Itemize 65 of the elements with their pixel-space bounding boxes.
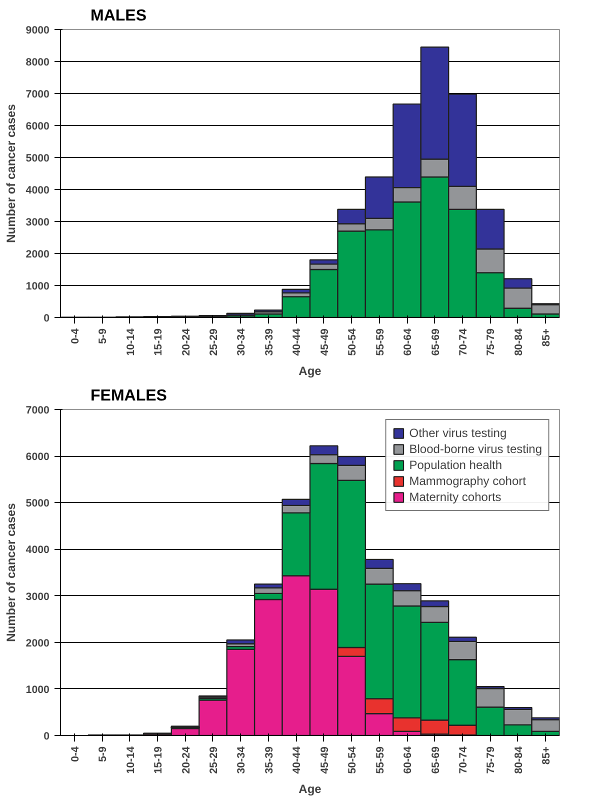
chart-title: FEMALES bbox=[90, 388, 168, 404]
y-tick-label: 5000 bbox=[26, 498, 50, 510]
x-tick-label: 35-39 bbox=[263, 746, 276, 774]
x-tick-label: 25-29 bbox=[208, 328, 220, 356]
x-tick-label: 80-84 bbox=[512, 746, 525, 774]
x-tick-label: 55-59 bbox=[374, 746, 386, 774]
x-tick-label: 10-14 bbox=[124, 328, 137, 356]
x-tick-label: 75-79 bbox=[485, 746, 498, 774]
x-tick-label: 75-79 bbox=[485, 328, 498, 356]
x-tick-label: 45-49 bbox=[318, 746, 331, 774]
legend-label: Mammography cohort bbox=[409, 474, 526, 488]
y-tick-label: 6000 bbox=[26, 120, 50, 132]
x-tick-label: 0-4 bbox=[69, 328, 82, 344]
y-tick-label: 3000 bbox=[26, 216, 50, 228]
x-tick-label: 15-19 bbox=[152, 328, 165, 356]
x-tick-label: 70-74 bbox=[457, 746, 470, 774]
x-tick-label: 65-69 bbox=[430, 328, 442, 356]
y-tick-label: 3000 bbox=[26, 590, 50, 603]
x-tick-label: 85+ bbox=[540, 328, 553, 347]
x-tick-label: 25-29 bbox=[208, 746, 220, 774]
legend-label: Maternity cohorts bbox=[409, 490, 502, 504]
y-tick-label: 7000 bbox=[26, 404, 50, 416]
x-tick-label: 30-34 bbox=[236, 328, 248, 356]
x-tick-label: 40-44 bbox=[291, 746, 304, 774]
x-axis-title: Age bbox=[298, 782, 322, 796]
y-tick-label: 4000 bbox=[26, 184, 50, 196]
y-tick-label: 0 bbox=[44, 730, 50, 742]
x-tick-label: 5-9 bbox=[97, 328, 110, 344]
y-tick-label: 4000 bbox=[26, 544, 50, 556]
y-tick-label: 2000 bbox=[26, 248, 50, 260]
x-tick-label: 20-24 bbox=[180, 328, 192, 356]
y-tick-label: 9000 bbox=[26, 24, 50, 36]
x-tick-label: 35-39 bbox=[263, 328, 276, 356]
x-tick-label: 40-44 bbox=[291, 328, 304, 356]
x-tick-label: 60-64 bbox=[402, 746, 414, 774]
legend-label: Other virus testing bbox=[409, 426, 507, 440]
y-tick-label: 6000 bbox=[26, 451, 50, 464]
y-tick-label: 1000 bbox=[26, 280, 50, 292]
x-axis-title: Age bbox=[298, 364, 322, 378]
x-tick-label: 50-54 bbox=[346, 746, 359, 774]
y-tick-label: 1000 bbox=[26, 684, 50, 696]
x-tick-label: 70-74 bbox=[457, 328, 470, 356]
x-tick-label: 85+ bbox=[540, 746, 553, 765]
x-tick-label: 20-24 bbox=[180, 746, 192, 774]
x-tick-label: 60-64 bbox=[402, 328, 414, 356]
legend-label: Blood-borne virus testing bbox=[409, 442, 542, 456]
y-axis-title: Number of cancer cases bbox=[4, 502, 18, 642]
y-tick-label: 8000 bbox=[26, 56, 50, 68]
x-tick-label: 50-54 bbox=[346, 328, 359, 356]
x-tick-label: 45-49 bbox=[318, 328, 331, 356]
chart-title: MALES bbox=[90, 8, 147, 24]
x-tick-label: 80-84 bbox=[512, 328, 525, 356]
x-tick-label: 5-9 bbox=[97, 746, 110, 762]
x-tick-label: 55-59 bbox=[374, 328, 386, 356]
x-tick-label: 15-19 bbox=[152, 746, 165, 774]
x-tick-label: 10-14 bbox=[124, 746, 137, 774]
y-tick-label: 0 bbox=[44, 312, 50, 324]
y-tick-label: 7000 bbox=[26, 88, 50, 100]
y-axis-title: Number of cancer cases bbox=[4, 104, 18, 243]
y-tick-label: 5000 bbox=[26, 152, 50, 164]
x-tick-label: 65-69 bbox=[430, 746, 442, 774]
y-tick-label: 2000 bbox=[26, 637, 50, 650]
x-tick-label: 0-4 bbox=[69, 746, 82, 762]
legend-label: Population health bbox=[409, 458, 502, 472]
x-tick-label: 30-34 bbox=[236, 746, 248, 774]
